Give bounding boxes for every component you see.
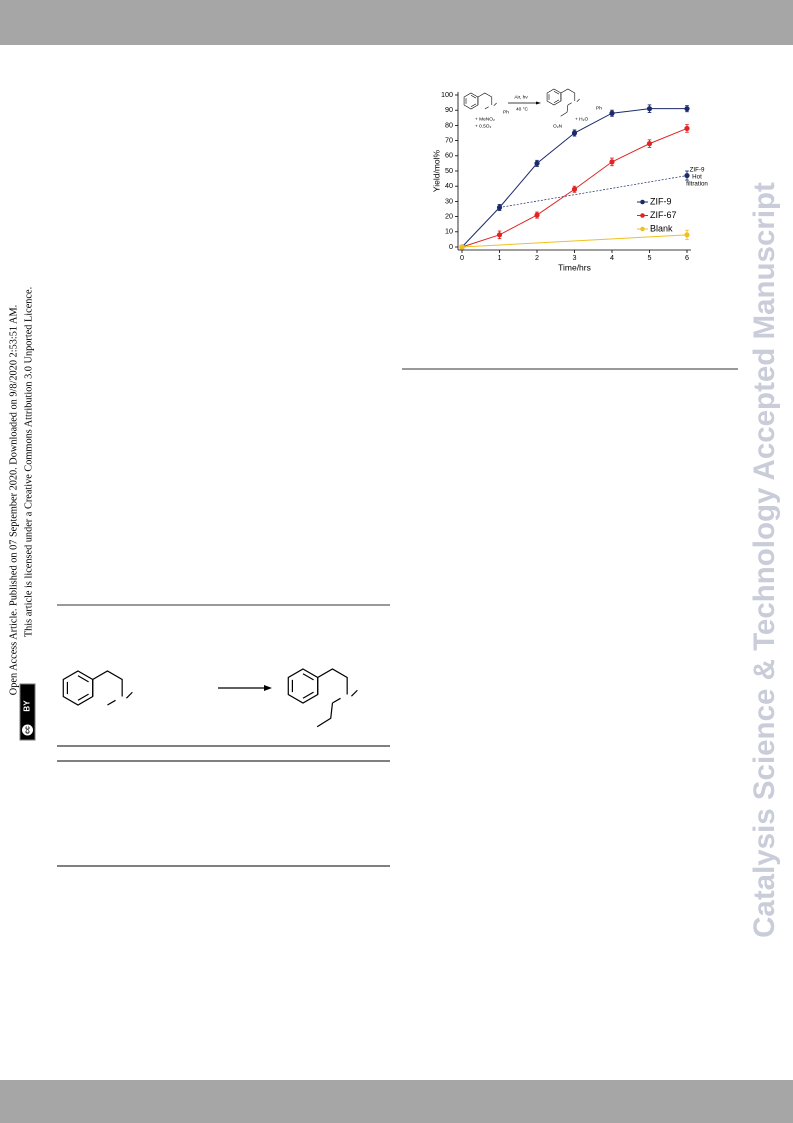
hetero-ring <box>332 697 341 704</box>
inset-text: Air, hν <box>514 94 528 100</box>
y-tick-label: 80 <box>445 120 453 129</box>
x-axis-label: Time/hrs <box>558 262 591 272</box>
badge-circle <box>21 723 34 737</box>
data-point <box>496 204 503 211</box>
badge-label: BY <box>23 700 32 712</box>
y-tick-label: 40 <box>445 181 453 190</box>
hetero-ring <box>567 102 572 106</box>
data-point <box>684 172 690 179</box>
inset-text: O₂N <box>553 123 563 129</box>
badge-icon: cc <box>24 726 31 734</box>
y-tick-label: 100 <box>441 90 453 99</box>
data-point <box>684 106 690 112</box>
hetero-ring <box>484 106 489 110</box>
data-point <box>684 125 690 132</box>
y-tick-label: 0 <box>449 242 453 251</box>
n-substituent <box>493 102 497 107</box>
data-point <box>496 232 503 238</box>
header-bar <box>0 0 793 45</box>
y-tick-label: 50 <box>445 166 453 175</box>
inset-text: Ph <box>596 105 602 111</box>
sidebar-line: Open Access Article. Published on 07 Sep… <box>8 305 19 695</box>
double-bond <box>77 675 89 683</box>
x-tick-label: 2 <box>535 253 539 262</box>
inset-text: + H₂O <box>575 116 588 122</box>
sidebar-line: This article is licensed under a Creativ… <box>23 287 34 637</box>
arrowhead <box>264 685 272 691</box>
legend-label: ZIF-9 <box>650 196 672 206</box>
legend-label: Blank <box>650 223 673 233</box>
data-point <box>459 244 465 250</box>
footer-bar <box>0 1080 793 1123</box>
y-tick-label: 20 <box>445 212 453 221</box>
annotation: ZIF-9 <box>690 167 705 174</box>
data-point <box>646 141 653 147</box>
double-bond <box>470 103 477 108</box>
side-chain <box>316 702 334 728</box>
hetero-ring <box>92 670 123 697</box>
data-point <box>534 160 540 166</box>
data-point <box>646 106 653 112</box>
hetero-ring <box>560 88 576 101</box>
y-tick-label: 10 <box>445 227 453 236</box>
legend-marker <box>640 213 645 218</box>
n-substituent <box>350 689 358 697</box>
double-bond <box>553 99 560 104</box>
double-bond <box>470 94 477 99</box>
x-tick-label: 1 <box>498 253 502 262</box>
x-tick-label: 4 <box>610 253 614 262</box>
legend-marker <box>640 226 645 232</box>
series-line <box>461 234 688 248</box>
n-substituent <box>576 98 580 103</box>
legend-label: ZIF-67 <box>650 210 677 220</box>
side-chain <box>560 104 569 117</box>
legend-marker <box>640 199 645 205</box>
x-tick-label: 5 <box>648 253 652 262</box>
data-point <box>609 159 615 165</box>
data-point <box>684 232 690 238</box>
inset-text: + MeNO₂ <box>475 116 495 122</box>
double-bond <box>302 673 314 681</box>
data-point <box>571 186 578 192</box>
y-tick-label: 30 <box>445 196 453 205</box>
y-tick-label: 60 <box>445 151 453 160</box>
annotation: filtration <box>686 181 708 188</box>
hetero-ring <box>317 668 348 695</box>
n-substituent <box>125 691 133 699</box>
y-axis-label: Yield/mol% <box>431 149 441 192</box>
hetero-ring <box>477 92 493 105</box>
data-point <box>534 212 540 218</box>
double-bond <box>302 691 314 699</box>
inset-text: 40 °C <box>516 106 529 112</box>
arrowhead <box>536 101 541 105</box>
annotation: Hot <box>692 174 702 181</box>
watermark: Catalysis Science & Technology Accepted … <box>748 182 781 938</box>
license-badge: cc BY <box>19 683 36 741</box>
inset-text: + 0.5O₂ <box>475 123 492 129</box>
y-tick-label: 90 <box>445 105 453 114</box>
dashed-line <box>499 175 688 208</box>
hetero-ring <box>107 699 116 706</box>
x-tick-label: 0 <box>460 253 464 262</box>
x-tick-label: 3 <box>573 253 577 262</box>
y-tick-label: 70 <box>445 136 453 145</box>
data-point <box>571 130 578 136</box>
double-bond <box>553 90 560 95</box>
inset-text: Ph <box>503 109 509 115</box>
x-tick-label: 6 <box>685 253 689 262</box>
double-bond <box>77 693 89 701</box>
data-point <box>609 110 615 116</box>
